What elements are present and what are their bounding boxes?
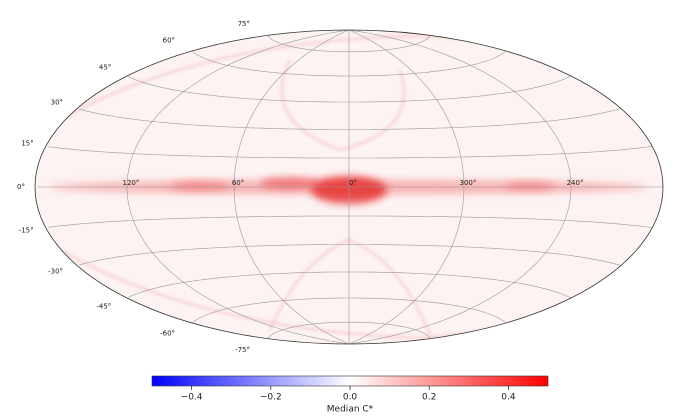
galactic-arm bbox=[505, 181, 555, 191]
lat-label: -30° bbox=[48, 267, 63, 275]
lon-label: 60° bbox=[232, 179, 244, 187]
lat-label: 0° bbox=[17, 183, 25, 191]
meridian bbox=[348, 29, 572, 345]
lon-label: 240° bbox=[567, 179, 584, 187]
lat-label: -75° bbox=[235, 346, 250, 354]
lat-label: 45° bbox=[99, 63, 111, 71]
lat-label: -45° bbox=[96, 303, 111, 311]
meridian bbox=[233, 29, 350, 345]
lat-label: 60° bbox=[163, 37, 175, 45]
map-outline bbox=[34, 29, 664, 345]
lat-label: 75° bbox=[238, 20, 250, 28]
lon-label: 300° bbox=[459, 179, 476, 187]
lat-label: -60° bbox=[160, 329, 175, 337]
lat-label: 15° bbox=[21, 139, 33, 147]
lon-label: 120° bbox=[123, 179, 140, 187]
colorbar-gradient bbox=[151, 375, 549, 387]
lat-label: -15° bbox=[19, 227, 34, 235]
parallel bbox=[79, 244, 621, 266]
colorbar-label: Median C* bbox=[327, 405, 374, 415]
lat-label: 30° bbox=[51, 99, 63, 107]
colorbar-tick-label: −0.2 bbox=[260, 393, 282, 403]
lon-label: 0° bbox=[349, 179, 357, 187]
colorbar-tick-label: 0.0 bbox=[343, 393, 358, 403]
parallel bbox=[79, 108, 621, 130]
graticule bbox=[37, 29, 663, 345]
parallel bbox=[48, 146, 653, 159]
parallel bbox=[48, 215, 653, 228]
galactic-arm bbox=[170, 181, 230, 191]
colorbar-tick-label: −0.4 bbox=[181, 393, 203, 403]
parallel bbox=[128, 75, 572, 103]
colorbar: Median C* −0.4 −0.2 0.0 0.2 0.4 bbox=[151, 375, 549, 415]
parallel bbox=[128, 271, 572, 299]
graticule-labels: 75° 60° 45° 30° 15° 0° -15° -30° -45° -60° -75° 120… bbox=[17, 20, 583, 354]
colorbar-tick-label: 0.2 bbox=[422, 393, 436, 403]
colorbar-tick-label: 0.4 bbox=[501, 393, 516, 403]
meridian bbox=[348, 29, 465, 345]
galactic-bulge bbox=[260, 177, 320, 189]
meridian bbox=[126, 29, 350, 345]
